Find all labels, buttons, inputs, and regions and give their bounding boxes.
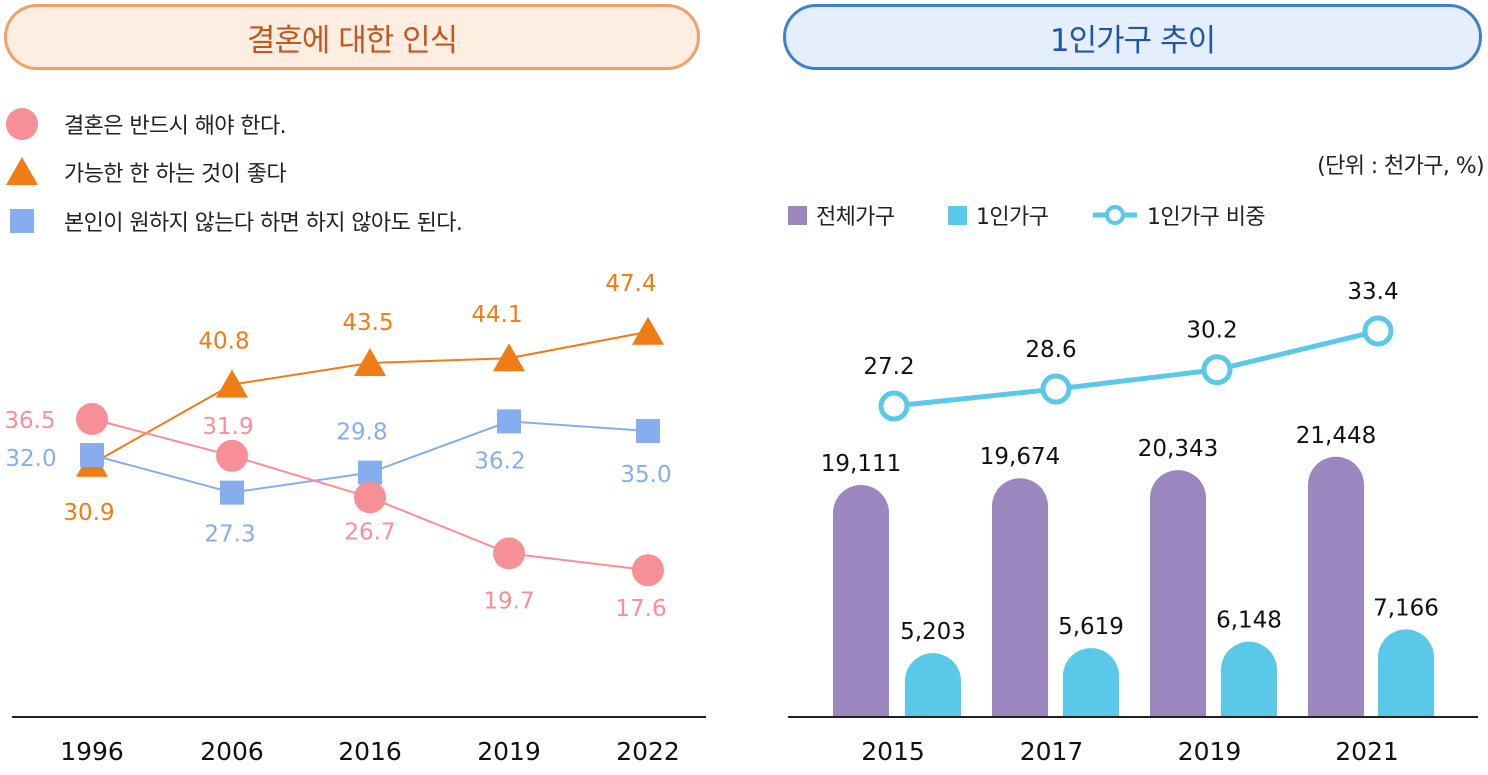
better-data-label: 47.4 bbox=[605, 271, 656, 297]
must-point bbox=[354, 481, 386, 514]
optional-point bbox=[636, 419, 660, 443]
single-household-bar bbox=[1063, 648, 1119, 716]
optional-data-label: 36.2 bbox=[474, 448, 525, 474]
total-household-bar bbox=[1308, 456, 1364, 716]
must-point bbox=[493, 537, 525, 570]
share-data-label: 27.2 bbox=[863, 354, 914, 380]
marriage-chart-title: 결혼에 대한 인식 bbox=[4, 4, 700, 70]
single-household-bar bbox=[905, 653, 961, 716]
legend-optional-label: 본인이 원하지 않는다 하면 하지 않아도 된다. bbox=[64, 211, 463, 236]
line-circle-marker-icon bbox=[1093, 205, 1137, 225]
single-household-chart-title: 1인가구 추이 bbox=[783, 4, 1482, 70]
share-data-label: 30.2 bbox=[1186, 318, 1237, 344]
square-marker-icon bbox=[0, 203, 64, 239]
right-x-tick-label: 2021 bbox=[1335, 737, 1399, 766]
circle-marker-icon bbox=[0, 106, 64, 142]
share-point bbox=[1201, 354, 1233, 386]
optional-point bbox=[358, 460, 382, 485]
optional-data-label: 29.8 bbox=[336, 420, 387, 446]
total-data-label: 20,343 bbox=[1138, 436, 1218, 462]
better-data-label: 43.5 bbox=[342, 310, 393, 336]
purple-swatch-icon bbox=[788, 205, 807, 225]
legend-optional: 본인이 원하지 않는다 하면 하지 않아도 된다. bbox=[0, 203, 463, 239]
better-data-label: 30.9 bbox=[63, 500, 114, 526]
better-point bbox=[632, 316, 664, 345]
must-data-label: 26.7 bbox=[344, 519, 395, 545]
legend-total-label: 전체가구 bbox=[816, 205, 895, 230]
must-data-label: 19.7 bbox=[483, 588, 534, 614]
legend-must: 결혼은 반드시 해야 한다. bbox=[0, 106, 287, 142]
share-data-label: 33.4 bbox=[1347, 279, 1398, 305]
legend-single-label: 1인가구 bbox=[976, 205, 1049, 230]
share-point bbox=[1040, 373, 1072, 405]
optional-point bbox=[220, 480, 244, 505]
right-x-tick-label: 2015 bbox=[861, 737, 925, 766]
better-data-label: 44.1 bbox=[471, 302, 522, 328]
right-x-tick-label: 2019 bbox=[1178, 737, 1242, 766]
unit-label: (단위 : 천가구, %) bbox=[1317, 154, 1484, 179]
single-data-label: 5,619 bbox=[1058, 614, 1124, 640]
optional-data-label: 35.0 bbox=[620, 462, 671, 488]
legend-better: 가능한 한 하는 것이 좋다 bbox=[0, 154, 287, 190]
must-point bbox=[76, 403, 108, 435]
must-point bbox=[632, 554, 664, 587]
triangle-marker-icon bbox=[0, 154, 64, 190]
legend-share-label: 1인가구 비중 bbox=[1147, 205, 1266, 230]
better-point bbox=[493, 343, 525, 372]
left-x-tick-label: 2016 bbox=[338, 737, 402, 766]
better-point bbox=[216, 369, 248, 398]
single-household-bar bbox=[1378, 629, 1434, 716]
share-data-label: 28.6 bbox=[1025, 337, 1076, 363]
must-data-label: 31.9 bbox=[202, 414, 253, 440]
legend-single: 1인가구 bbox=[948, 198, 1049, 232]
legend-must-label: 결혼은 반드시 해야 한다. bbox=[64, 114, 287, 139]
total-data-label: 21,448 bbox=[1296, 423, 1376, 449]
left-x-tick-label: 1996 bbox=[60, 737, 124, 766]
total-household-bar bbox=[833, 485, 889, 716]
total-data-label: 19,674 bbox=[980, 444, 1060, 470]
optional-data-label: 32.0 bbox=[5, 446, 56, 472]
must-point bbox=[216, 439, 248, 472]
better-data-label: 40.8 bbox=[198, 329, 249, 355]
legend-total: 전체가구 bbox=[788, 198, 895, 232]
share-point bbox=[878, 390, 910, 422]
legend-share: 1인가구 비중 bbox=[1091, 198, 1266, 232]
single-data-label: 6,148 bbox=[1216, 608, 1282, 634]
optional-data-label: 27.3 bbox=[204, 522, 255, 548]
cyan-swatch-icon bbox=[948, 205, 967, 225]
right-x-tick-label: 2017 bbox=[1020, 737, 1084, 766]
total-household-bar bbox=[992, 478, 1048, 716]
single-household-bar bbox=[1221, 641, 1277, 716]
better-point bbox=[354, 348, 386, 376]
must-data-label: 17.6 bbox=[615, 596, 666, 622]
share-series-line bbox=[893, 328, 1379, 409]
optional-point bbox=[80, 443, 104, 467]
left-x-tick-label: 2019 bbox=[477, 737, 541, 766]
left-x-tick-label: 2022 bbox=[616, 737, 680, 766]
left-x-tick-label: 2006 bbox=[200, 737, 264, 766]
share-point bbox=[1362, 315, 1394, 347]
must-data-label: 36.5 bbox=[4, 408, 55, 434]
total-household-bar bbox=[1150, 470, 1206, 716]
single-data-label: 5,203 bbox=[900, 619, 966, 645]
total-data-label: 19,111 bbox=[821, 451, 901, 477]
single-data-label: 7,166 bbox=[1373, 595, 1439, 621]
optional-point bbox=[497, 409, 521, 434]
legend-better-label: 가능한 한 하는 것이 좋다 bbox=[64, 162, 287, 187]
